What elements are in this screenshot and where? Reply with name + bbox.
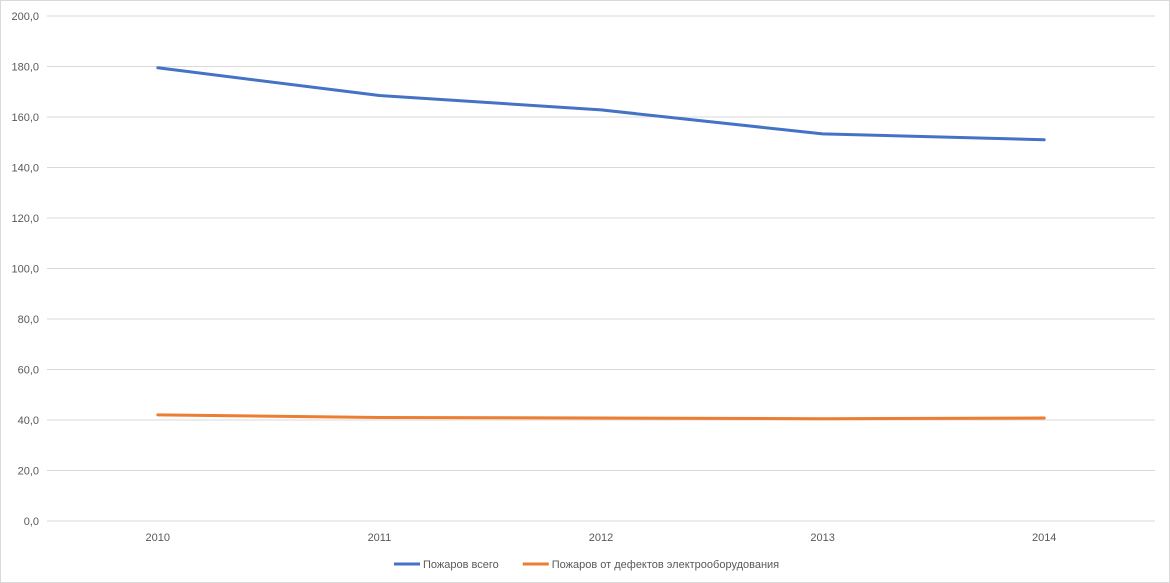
- y-tick-label: 160,0: [11, 112, 39, 124]
- x-tick-label: 2013: [810, 532, 834, 544]
- y-tick-label: 60,0: [18, 365, 39, 377]
- y-tick-label: 0,0: [24, 516, 39, 528]
- x-tick-label: 2010: [146, 532, 170, 544]
- y-tick-label: 100,0: [11, 264, 39, 276]
- y-tick-label: 200,0: [11, 11, 39, 23]
- x-tick-label: 2012: [589, 532, 613, 544]
- y-tick-label: 120,0: [11, 213, 39, 225]
- x-tick-label: 2011: [368, 532, 392, 544]
- y-tick-label: 180,0: [11, 62, 39, 74]
- series-line-1: [156, 66, 1046, 142]
- x-tick-label: 2014: [1032, 532, 1056, 544]
- series-line-2: [156, 413, 1046, 421]
- y-tick-label: 40,0: [18, 415, 39, 427]
- legend-label-2: Пожаров от дефектов электрооборудования: [552, 559, 779, 571]
- y-tick-label: 20,0: [18, 466, 39, 478]
- y-tick-label: 140,0: [11, 163, 39, 175]
- legend-label-1: Пожаров всего: [423, 559, 499, 571]
- y-tick-label: 80,0: [18, 314, 39, 326]
